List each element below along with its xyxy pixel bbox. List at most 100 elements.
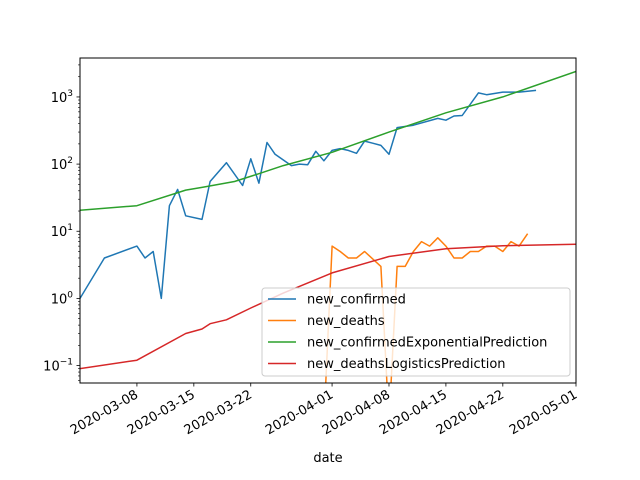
data-point (234, 181, 236, 183)
data-point (502, 251, 504, 253)
y-tick-label: 100 (51, 290, 74, 307)
data-point (502, 96, 504, 98)
data-point (331, 152, 333, 154)
y-tick-label: 10−1 (43, 358, 73, 375)
data-point (209, 323, 211, 325)
data-point (437, 118, 439, 120)
data-point (258, 182, 260, 184)
data-point (315, 151, 317, 153)
data-point (226, 319, 228, 321)
data-point (502, 245, 504, 247)
data-point (356, 153, 358, 155)
data-point (453, 115, 455, 117)
legend-item: new_deaths (268, 314, 385, 329)
data-point (299, 422, 301, 424)
data-point (136, 205, 138, 207)
data-point (413, 251, 415, 253)
legend: new_confirmed new_deaths new_confirmedExpo… (261, 287, 571, 377)
data-point (396, 127, 398, 129)
data-point (388, 256, 390, 258)
data-point (144, 257, 146, 259)
data-point (388, 154, 390, 156)
y-tick-label: 103 (51, 89, 73, 106)
data-point (486, 94, 488, 96)
data-point (323, 160, 325, 162)
data-point (461, 257, 463, 259)
data-point (250, 158, 252, 160)
data-point (380, 145, 382, 147)
plot-frame (79, 57, 577, 384)
data-point (258, 173, 260, 175)
series-new_deathsLogisticsPrediction (80, 243, 576, 370)
data-point (104, 257, 106, 259)
data-point (315, 422, 317, 424)
data-point (152, 251, 154, 253)
data-point (201, 328, 203, 330)
data-point (461, 115, 463, 117)
data-point (136, 359, 138, 361)
data-point (161, 298, 163, 300)
series-line-new_confirmed (80, 89, 537, 300)
legend-label: new_confirmed (307, 293, 406, 308)
data-point (339, 251, 341, 253)
data-point (388, 131, 390, 133)
data-point (478, 251, 480, 253)
data-point (356, 257, 358, 259)
data-point (502, 91, 504, 93)
data-point (348, 257, 350, 259)
y-tick-label: 102 (51, 156, 73, 173)
series-line-new_confirmedExponentialPrediction (80, 70, 576, 212)
data-point (201, 219, 203, 221)
series-new_confirmedExponentialPrediction (80, 70, 576, 212)
data-point (291, 165, 293, 167)
data-point (185, 189, 187, 191)
data-point (274, 154, 276, 156)
data-point (185, 215, 187, 217)
data-point (136, 245, 138, 247)
data-point (201, 187, 203, 189)
data-point (307, 422, 309, 424)
data-point (364, 251, 366, 253)
data-point (510, 241, 512, 243)
data-point (437, 237, 439, 239)
data-point (283, 165, 285, 167)
data-point (526, 234, 528, 236)
data-point (396, 266, 398, 268)
x-tick-label: 2020-05-01 (507, 387, 580, 438)
data-point (445, 245, 447, 247)
data-point (209, 181, 211, 183)
data-point (169, 205, 171, 207)
series-line-new_deathsLogisticsPrediction (80, 243, 576, 370)
data-point (177, 189, 179, 191)
data-point (445, 112, 447, 114)
data-point (331, 245, 333, 247)
series-new_confirmed (80, 89, 537, 300)
data-point (421, 241, 423, 243)
y-axis: 10−1 100 101 102 103 (43, 64, 80, 381)
x-axis-label: date (313, 451, 342, 466)
data-point (331, 150, 333, 152)
data-point (372, 142, 374, 144)
series-layer (80, 70, 576, 424)
data-point (348, 150, 350, 152)
y-tick-label: 101 (51, 223, 73, 240)
legend-item: new_confirmedExponentialPrediction (268, 336, 547, 351)
data-point (470, 251, 472, 253)
legend-label: new_confirmedExponentialPrediction (307, 336, 547, 351)
data-point (299, 163, 301, 165)
data-point (331, 272, 333, 274)
data-point (250, 307, 252, 309)
data-point (242, 185, 244, 187)
data-point (266, 142, 268, 144)
data-point (226, 162, 228, 164)
legend-item: new_confirmed (268, 293, 406, 308)
data-point (307, 164, 309, 166)
data-point (404, 266, 406, 268)
data-point (445, 119, 447, 121)
legend-label: new_deathsLogisticsPrediction (307, 357, 506, 372)
legend-label: new_deaths (307, 314, 385, 329)
data-point (453, 257, 455, 259)
data-point (445, 248, 447, 250)
